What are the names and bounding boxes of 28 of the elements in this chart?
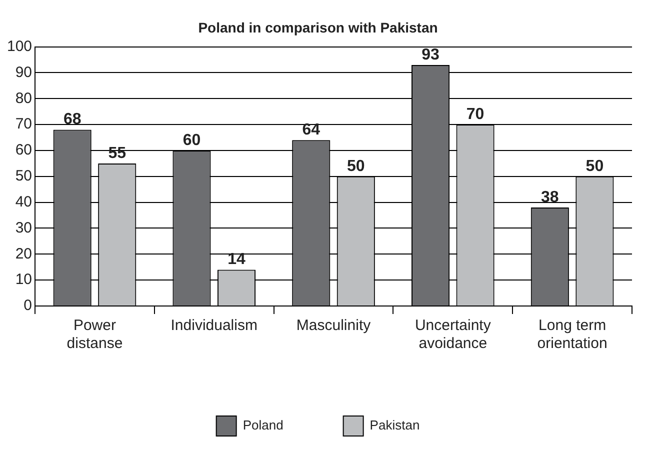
x-tick-label: Masculinity	[296, 317, 372, 334]
data-label: 64	[302, 122, 320, 139]
data-label: 68	[63, 111, 82, 128]
x-tick-label: Uncertainty avoidance	[414, 317, 492, 352]
data-label: 50	[586, 158, 604, 175]
y-tick-label: 10	[15, 271, 32, 288]
data-label: 70	[466, 106, 484, 123]
data-label: 50	[347, 158, 365, 175]
y-tick-label: 20	[15, 245, 32, 262]
y-tick-label: 40	[15, 193, 32, 210]
y-tick-label: 100	[6, 38, 32, 55]
x-tick-label: Long term orientation	[537, 317, 608, 352]
data-label: 14	[228, 251, 246, 268]
y-tick-label: 80	[15, 90, 32, 107]
x-tick-label: Power distanse	[66, 317, 123, 352]
y-tick-label: 0	[24, 297, 32, 314]
legend-label: Poland	[242, 418, 284, 433]
chart-title: Poland in comparison with Pakistan	[198, 19, 438, 36]
x-tick-label: Individualism	[170, 317, 258, 334]
y-tick-label: 30	[15, 219, 32, 236]
y-tick-label: 90	[15, 64, 32, 81]
legend-label: Pakistan	[370, 418, 420, 433]
y-tick-label: 50	[15, 168, 32, 185]
data-label: 93	[422, 46, 440, 64]
data-label: 38	[541, 188, 559, 206]
y-tick-label: 60	[15, 142, 32, 159]
data-label: 60	[182, 132, 201, 149]
y-tick-label: 70	[15, 116, 32, 133]
